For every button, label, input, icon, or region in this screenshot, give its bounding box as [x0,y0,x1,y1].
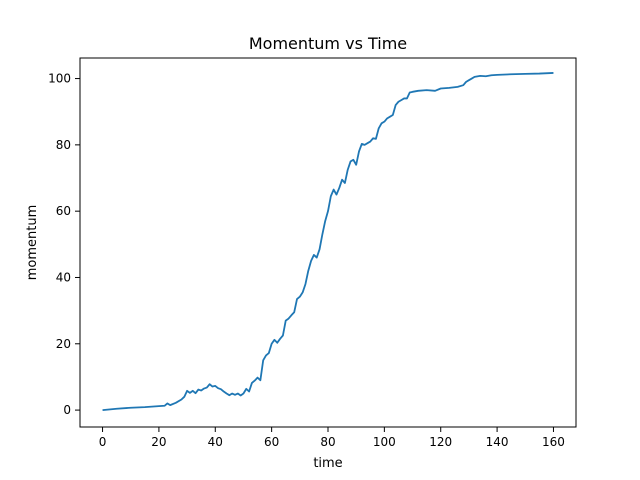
x-tick-label: 60 [264,435,279,449]
plot-area [80,58,576,427]
y-tick-label: 60 [56,204,71,218]
chart-title: Momentum vs Time [249,34,407,53]
x-tick-label: 100 [373,435,396,449]
x-tick-label: 120 [429,435,452,449]
x-axis-ticks: 0 20 40 60 80 100 120 140 160 [99,427,565,449]
x-tick-label: 80 [320,435,335,449]
y-tick-label: 0 [63,403,71,417]
y-tick-label: 20 [56,337,71,351]
y-tick-label: 100 [48,72,71,86]
x-axis-label: time [313,456,342,471]
x-tick-label: 20 [151,435,166,449]
x-tick-label: 0 [99,435,107,449]
x-tick-label: 40 [208,435,223,449]
series-line-0 [102,72,554,411]
y-tick-label: 80 [56,138,71,152]
x-tick-label: 140 [486,435,509,449]
y-tick-label: 40 [56,270,71,284]
y-axis-label: momentum [25,205,40,281]
x-tick-label: 160 [542,435,565,449]
y-axis-ticks: 0 20 40 60 80 100 [48,72,80,417]
series-layer [102,72,554,411]
